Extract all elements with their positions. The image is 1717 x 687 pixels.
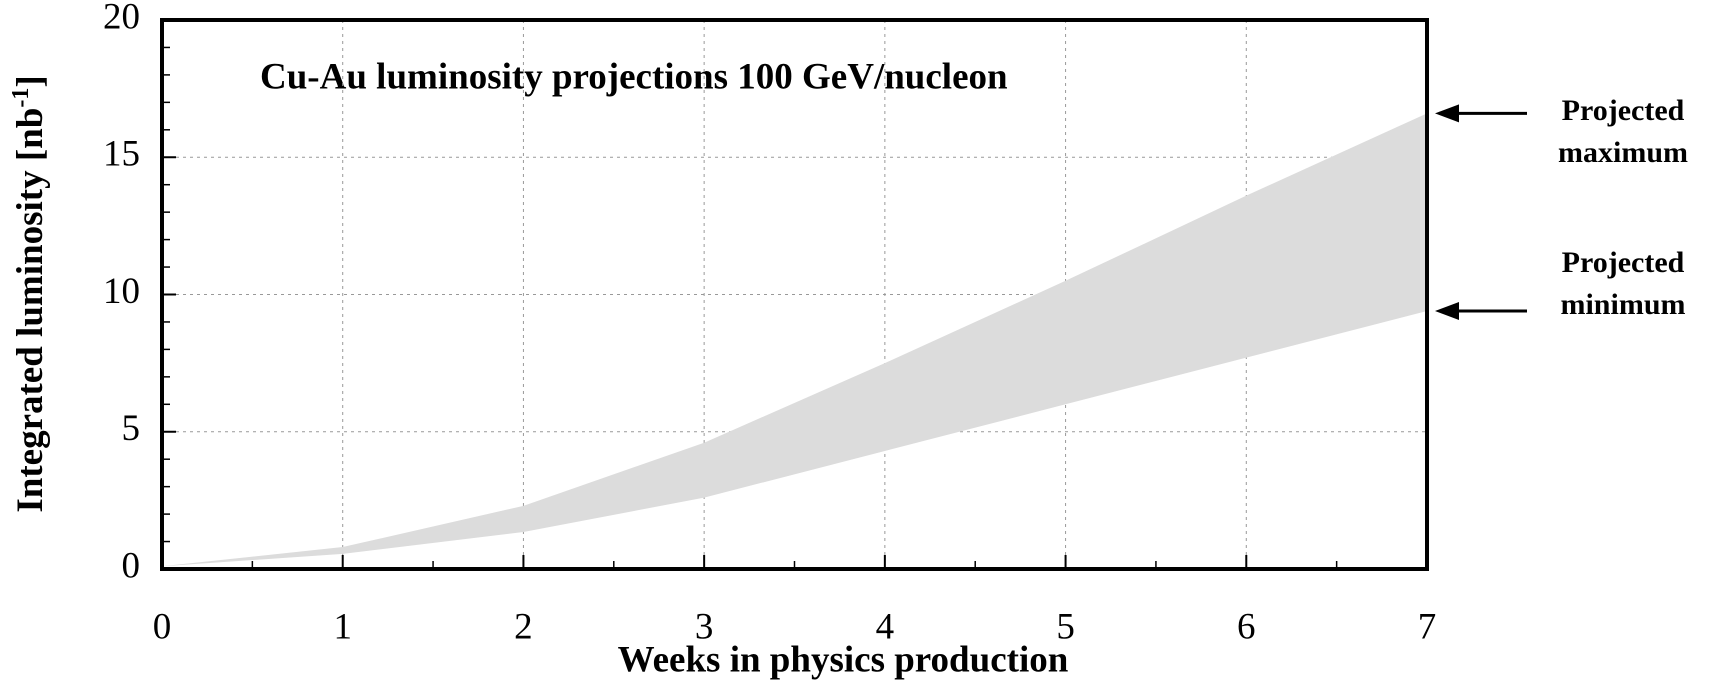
y-tick-label: 10 <box>103 271 140 312</box>
annotation-text: maximum <box>1558 136 1688 169</box>
x-axis-label: Weeks in physics production <box>618 639 1069 680</box>
annotation-text: Projected <box>1562 94 1685 127</box>
x-tick-label: 3 <box>695 606 714 647</box>
y-axis-label-end: ] <box>10 75 51 87</box>
y-axis-label-sup: -1 <box>8 88 34 108</box>
annotation-arrowhead <box>1435 301 1459 320</box>
range-band <box>162 113 1427 567</box>
x-tick-label: 5 <box>1056 606 1075 647</box>
x-tick-label: 6 <box>1237 606 1256 647</box>
x-tick-label: 4 <box>876 606 895 647</box>
y-tick-label: 5 <box>122 408 141 449</box>
annotation-text: Projected <box>1562 246 1685 279</box>
chart-title: Cu-Au luminosity projections 100 GeV/nuc… <box>260 56 1008 97</box>
x-tick-label: 2 <box>514 606 533 647</box>
y-tick-label: 20 <box>103 0 140 37</box>
y-tick-label: 15 <box>103 134 140 175</box>
y-axis-label-main: Integrated luminosity [nb <box>10 108 51 513</box>
annotation-text: minimum <box>1560 288 1685 321</box>
annotation-arrowhead <box>1435 104 1459 123</box>
x-tick-label: 0 <box>153 606 172 647</box>
y-tick-label: 0 <box>122 545 141 586</box>
x-tick-label: 1 <box>333 606 352 647</box>
y-axis-label: Integrated luminosity [nb-1] <box>8 75 52 512</box>
x-tick-label: 7 <box>1418 606 1437 647</box>
